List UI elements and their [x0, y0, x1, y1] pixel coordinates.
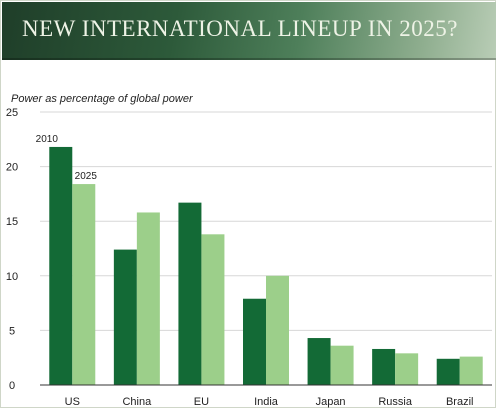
y-tick-label: 20 [6, 162, 18, 174]
bar [330, 345, 354, 385]
bar [459, 356, 483, 385]
bar [136, 212, 160, 385]
x-tick-label: Japan [316, 396, 346, 408]
bar [266, 275, 289, 385]
x-tick-label: China [122, 396, 152, 408]
x-tick-label: India [254, 396, 279, 408]
bar [372, 348, 396, 385]
y-tick-label: 0 [9, 380, 15, 392]
bar [395, 353, 419, 385]
bar [113, 249, 137, 385]
bar [72, 184, 96, 385]
bar [201, 234, 225, 385]
chart-title: NEW INTERNATIONAL LINEUP IN 2025? [22, 16, 458, 41]
bar [49, 146, 73, 385]
bar [178, 202, 202, 385]
title-banner: NEW INTERNATIONAL LINEUP IN 2025? [2, 2, 496, 60]
x-tick-label: US [65, 396, 80, 408]
x-tick-label: Brazil [446, 396, 474, 408]
bar [307, 338, 331, 385]
bar [243, 298, 266, 385]
x-tick-labels: US China EU India Japan Russia Brazil [65, 396, 474, 408]
y-tick-label: 25 [6, 107, 18, 119]
series-label: 2010 [36, 134, 59, 145]
bars [49, 146, 483, 385]
y-tick-labels: 0 5 10 15 20 25 [6, 107, 18, 392]
y-tick-label: 15 [6, 216, 18, 228]
x-tick-label: EU [194, 396, 209, 408]
y-axis-label: Power as percentage of global power [11, 93, 193, 105]
series-labels: 2010 2025 [36, 134, 98, 182]
y-tick-label: 5 [9, 325, 15, 337]
series-label: 2025 [75, 171, 98, 182]
bar [436, 358, 460, 385]
x-tick-label: Russia [378, 396, 413, 408]
y-tick-label: 10 [6, 271, 18, 283]
